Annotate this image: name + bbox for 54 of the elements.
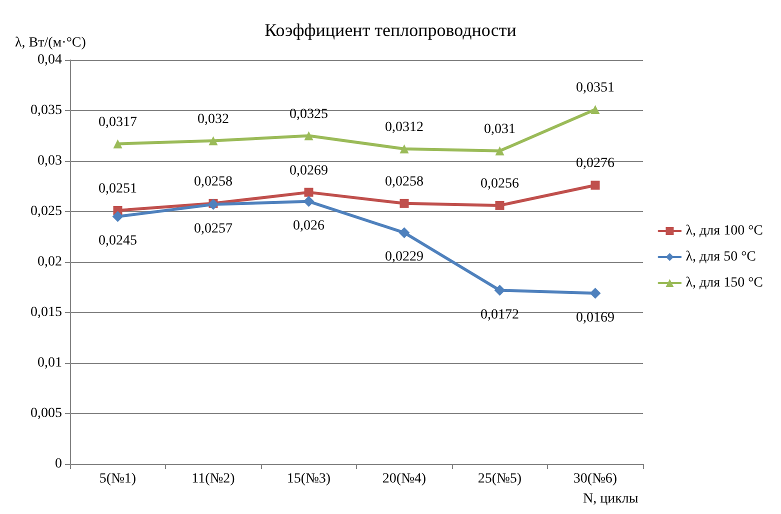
x-tick-label: 30(№6) xyxy=(573,472,618,486)
x-tick-label: 11(№2) xyxy=(192,472,236,486)
data-label: 0,0312 xyxy=(385,120,424,135)
point xyxy=(495,200,504,210)
data-label: 0,0317 xyxy=(98,114,137,130)
data-label: 0,032 xyxy=(198,112,229,127)
data-label: 0,0172 xyxy=(480,307,519,322)
data-label: 0,0245 xyxy=(98,234,137,249)
y-tick-label: 0,035 xyxy=(30,103,62,118)
data-label: 0,0229 xyxy=(385,250,424,265)
data-label: 0,0269 xyxy=(290,163,328,178)
data-label: 0,0169 xyxy=(576,310,614,326)
y-tick-label: 0,02 xyxy=(38,254,62,270)
y-tick-label: 0,01 xyxy=(38,356,62,370)
x-tick-label: 5(№1) xyxy=(99,472,136,486)
data-label: 0,0257 xyxy=(194,221,232,236)
x-tick-label: 25(№5) xyxy=(478,472,522,486)
point xyxy=(208,136,218,146)
data-label: 0,026 xyxy=(293,218,324,234)
data-label: 0,031 xyxy=(484,122,516,137)
y-tick-label: 0,005 xyxy=(30,406,62,421)
data-label: 0,0251 xyxy=(98,181,137,196)
data-label: 0,0276 xyxy=(576,156,614,172)
data-label: 0,0258 xyxy=(385,174,424,190)
chart-title: Коэффициент теплопроводности xyxy=(264,20,517,40)
point xyxy=(400,144,409,154)
point xyxy=(590,288,601,299)
point xyxy=(112,211,124,222)
data-label: 0,0351 xyxy=(576,80,614,96)
point xyxy=(304,188,314,197)
legend-label: λ, для 50 °C xyxy=(686,250,756,264)
point xyxy=(304,131,314,140)
data-label: 0,0258 xyxy=(194,174,232,190)
point xyxy=(303,196,314,207)
point xyxy=(590,104,600,114)
point xyxy=(400,198,409,208)
x-tick-label: 20(№4) xyxy=(382,472,426,486)
x-axis-title: N, циклы xyxy=(583,492,639,506)
data-label: 0,0325 xyxy=(290,106,328,122)
x-tick-label: 15(№3) xyxy=(286,472,331,486)
point xyxy=(494,284,506,296)
point xyxy=(590,180,600,190)
point xyxy=(495,146,504,156)
point xyxy=(113,139,122,148)
point xyxy=(398,227,410,238)
legend-label: λ, для 150 °C xyxy=(686,276,764,290)
y-tick-label: 0,04 xyxy=(38,52,62,68)
y-tick-label: 0,025 xyxy=(30,204,62,219)
legend-label: λ, для 100 °C xyxy=(686,224,764,238)
y-tick-label: 0,015 xyxy=(30,305,62,320)
y-axis-title: λ, Вт/(м·°C) xyxy=(15,36,86,50)
data-label: 0,0256 xyxy=(480,176,519,192)
y-tick-label: 0 xyxy=(55,456,62,472)
y-tick-label: 0,03 xyxy=(38,154,62,168)
